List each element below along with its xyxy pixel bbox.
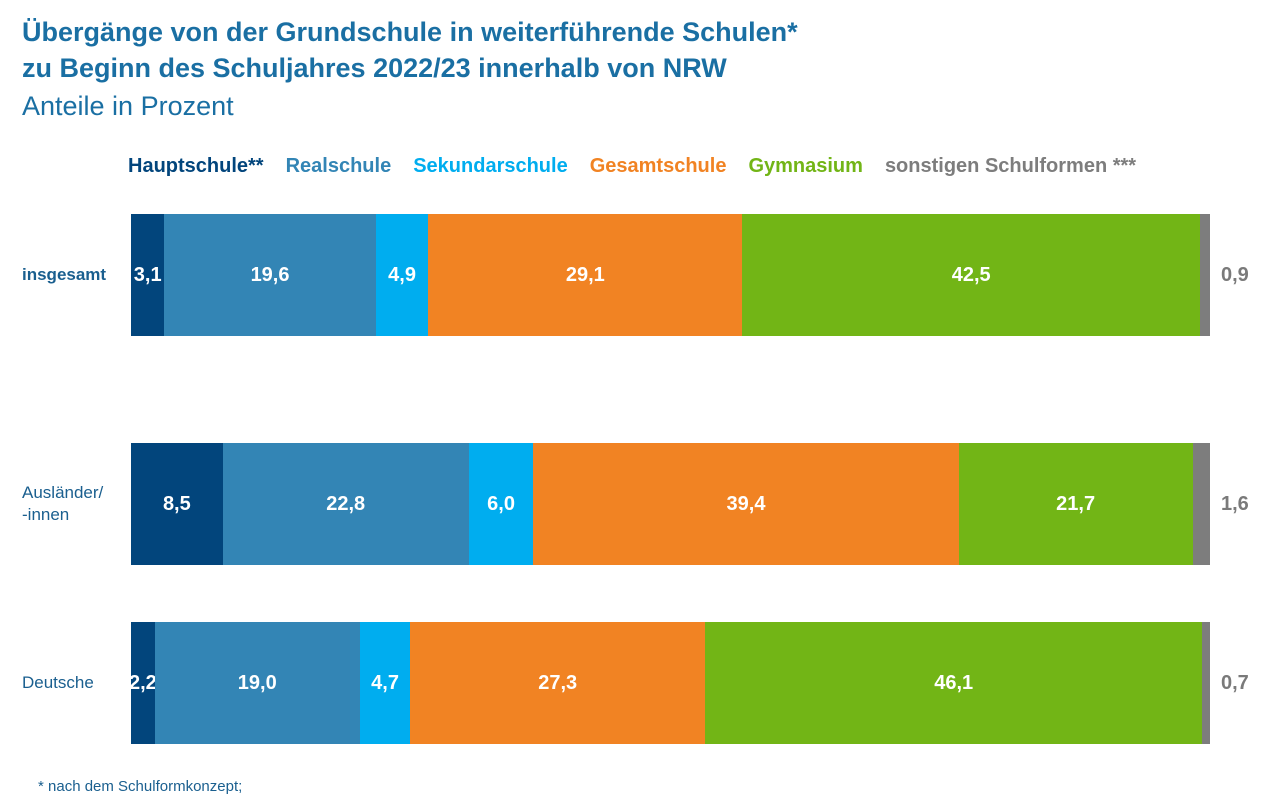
legend-item-2: Sekundarschule bbox=[413, 155, 568, 177]
chart-subtitle: Anteile in Prozent bbox=[22, 91, 234, 121]
outside-value-label-0: 0,9 bbox=[1221, 264, 1249, 286]
bar-row-1: 8,5 22,8 6,0 39,4 21,7 bbox=[131, 443, 1210, 565]
bar-value-label-1-4: 21,7 bbox=[1056, 492, 1096, 515]
bar-value-label-0-1: 19,6 bbox=[250, 263, 290, 286]
legend-item-4: Gymnasium bbox=[748, 155, 863, 177]
bar-value-label-0-0: 3,1 bbox=[133, 263, 162, 286]
row-label-1: Ausländer/ -innen bbox=[22, 483, 104, 524]
bar-segment-2-1: 19,0 bbox=[154, 622, 360, 744]
bar-segment-1-3: 39,4 bbox=[533, 443, 959, 565]
bar-segment-0-4: 42,5 bbox=[742, 214, 1201, 336]
bar-value-label-1-0: 8,5 bbox=[162, 492, 191, 515]
footnote: * nach dem Schulformkonzept; bbox=[38, 778, 243, 795]
chart-title-line1: Übergänge von der Grundschule in weiterf… bbox=[22, 17, 798, 47]
bar-segment-2-0: 2,2 bbox=[128, 622, 157, 744]
bar-segment-2-4: 46,1 bbox=[705, 622, 1203, 744]
bar-segment-2-5 bbox=[1202, 622, 1210, 744]
row-label-2: Deutsche bbox=[22, 673, 94, 692]
bar-segment-0-1: 19,6 bbox=[164, 214, 376, 336]
bar-row-0: 3,1 19,6 4,9 29,1 42,5 bbox=[131, 214, 1210, 336]
legend-item-0: Hauptschule** bbox=[128, 155, 264, 177]
chart-legend: Hauptschule** Realschule Sekundarschule Ges… bbox=[128, 152, 1136, 180]
row-label-0: insgesamt bbox=[22, 265, 107, 284]
bar-value-label-0-3: 29,1 bbox=[565, 263, 605, 286]
bar-segment-0-0: 3,1 bbox=[131, 214, 165, 336]
outside-value-label-1: 1,6 bbox=[1221, 493, 1249, 515]
legend-item-3: Gesamtschule bbox=[589, 155, 727, 177]
bar-value-label-2-3: 27,3 bbox=[538, 671, 578, 694]
bar-segment-1-1: 22,8 bbox=[222, 443, 469, 565]
bar-segment-1-2: 6,0 bbox=[468, 443, 534, 565]
bar-segment-1-5 bbox=[1192, 443, 1210, 565]
outside-value-label-2: 0,7 bbox=[1221, 672, 1249, 694]
bar-segment-1-4: 21,7 bbox=[958, 443, 1193, 565]
bar-value-label-2-0: 2,2 bbox=[128, 671, 157, 694]
bar-row-2: 2,2 19,0 4,7 27,3 46,1 bbox=[128, 622, 1210, 744]
bar-segment-0-3: 29,1 bbox=[428, 214, 743, 336]
legend-item-5: sonstigen Schulformen *** bbox=[884, 155, 1137, 177]
bar-segment-0-5 bbox=[1200, 214, 1210, 336]
legend-item-1: Realschule bbox=[285, 155, 392, 177]
bar-segment-2-3: 27,3 bbox=[410, 622, 705, 744]
bar-value-label-1-3: 39,4 bbox=[726, 492, 766, 515]
chart-title: Übergänge von der Grundschule in weiterf… bbox=[22, 14, 798, 86]
bar-value-label-2-1: 19,0 bbox=[237, 671, 277, 694]
bar-value-label-2-4: 46,1 bbox=[934, 671, 974, 694]
bar-segment-2-2: 4,7 bbox=[359, 622, 411, 744]
bar-segment-1-0: 8,5 bbox=[131, 443, 223, 565]
bar-value-label-2-2: 4,7 bbox=[371, 671, 399, 694]
bar-value-label-1-1: 22,8 bbox=[326, 492, 366, 515]
chart-title-line2: zu Beginn des Schuljahres 2022/23 innerh… bbox=[22, 53, 727, 83]
bar-value-label-1-2: 6,0 bbox=[487, 492, 515, 515]
bar-segment-0-2: 4,9 bbox=[375, 214, 429, 336]
bar-value-label-0-4: 42,5 bbox=[951, 263, 991, 286]
bar-value-label-0-2: 4,9 bbox=[388, 263, 416, 286]
